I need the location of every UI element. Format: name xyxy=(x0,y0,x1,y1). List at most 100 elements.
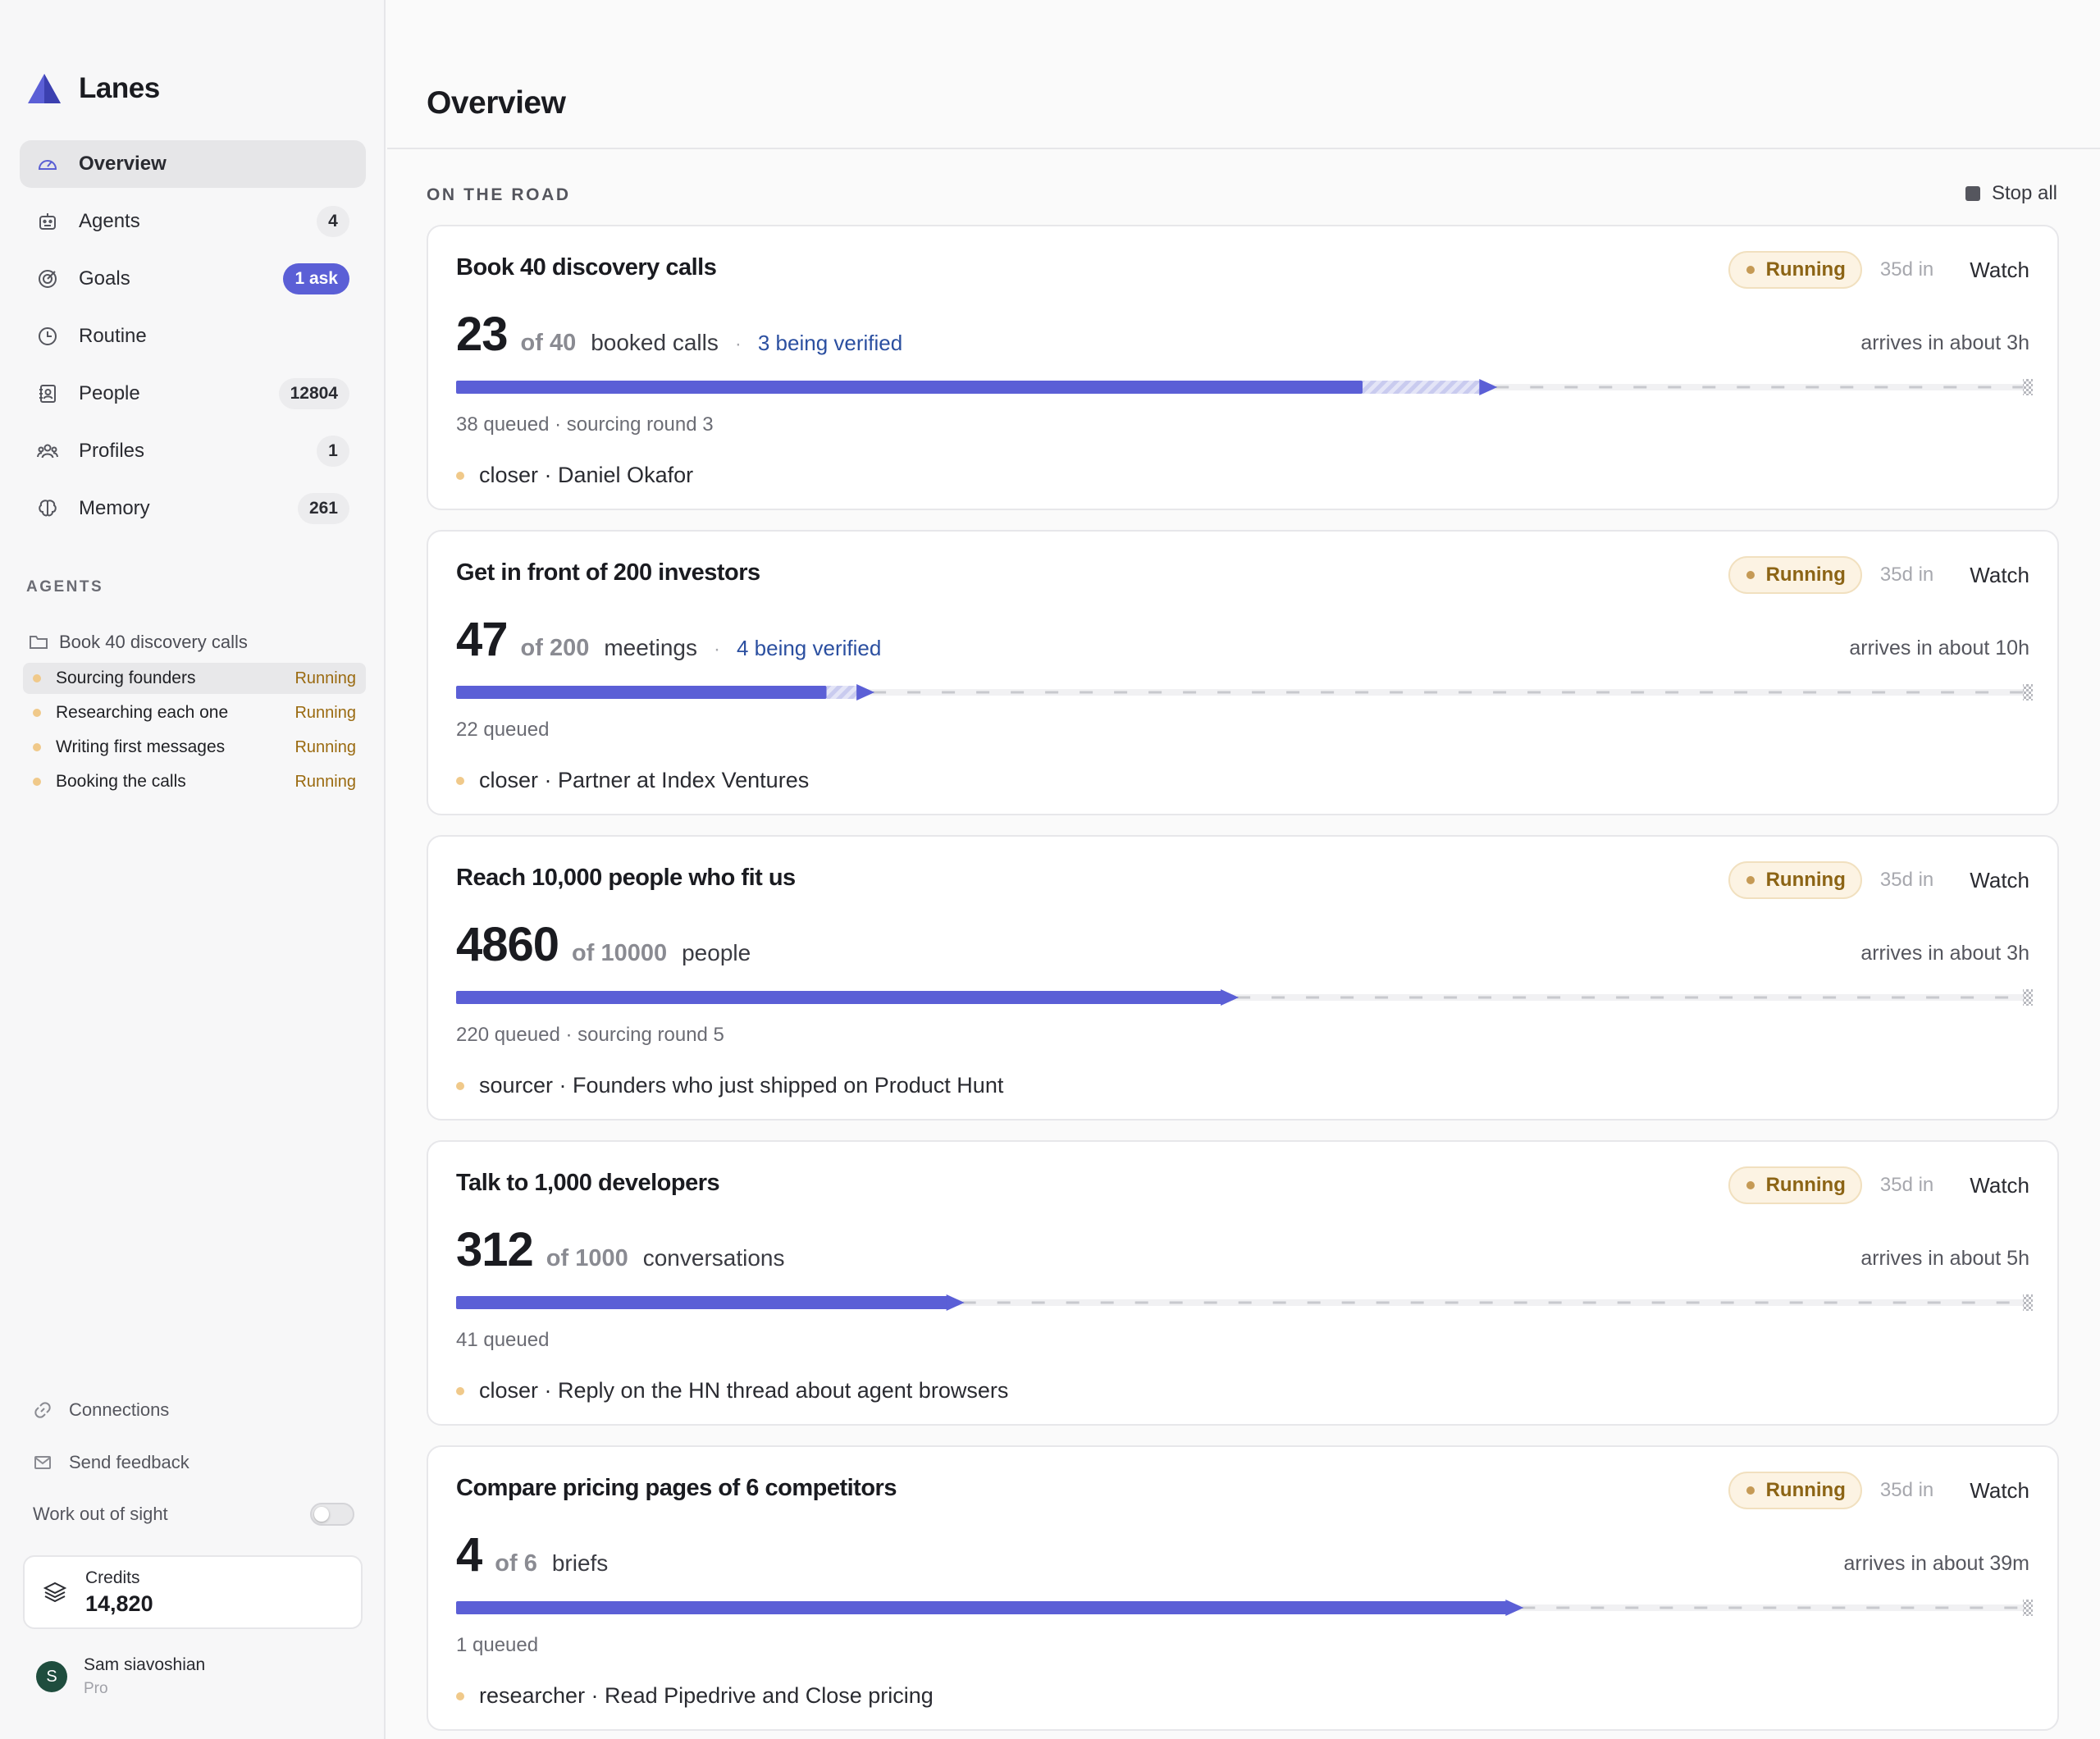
page-header: Overview xyxy=(387,0,2100,149)
send-feedback-link[interactable]: Send feedback xyxy=(33,1452,189,1473)
status-dot xyxy=(33,709,41,717)
stop-all-button[interactable]: Stop all xyxy=(1965,182,2057,205)
card-actions: Running 35d in Watch xyxy=(1728,1472,2029,1509)
clock-icon xyxy=(36,325,59,348)
progress-fill xyxy=(456,1601,1508,1614)
status-dot xyxy=(1746,266,1755,274)
goal-card[interactable]: Get in front of 200 investors Running 35… xyxy=(427,530,2059,815)
card-actions: Running 35d in Watch xyxy=(1728,861,2029,899)
progress-metric: 4 of 6 briefs xyxy=(456,1527,608,1582)
credits-card[interactable]: Credits 14,820 xyxy=(23,1555,363,1629)
nav-item-overview[interactable]: Overview xyxy=(20,140,366,188)
status-badge: Running xyxy=(1728,556,1862,594)
goal-title: Book 40 discovery calls xyxy=(456,254,717,281)
lane-folder[interactable]: Book 40 discovery calls xyxy=(30,632,248,653)
current-worker: researcher · Read Pipedrive and Close pr… xyxy=(456,1683,934,1709)
nav-item-routine[interactable]: Routine xyxy=(20,313,366,360)
count-badge: 12804 xyxy=(278,378,349,409)
stop-icon xyxy=(1965,186,1980,201)
lane-status: Running xyxy=(294,669,356,687)
lane-item[interactable]: Booking the calls Running xyxy=(23,766,366,797)
lane-item[interactable]: Sourcing founders Running xyxy=(23,663,366,694)
avatar: S xyxy=(36,1661,67,1692)
nav-label: Routine xyxy=(79,325,147,347)
progress-count: 312 xyxy=(456,1223,534,1276)
nav-item-people[interactable]: People 12804 xyxy=(20,370,366,418)
nav-item-goals[interactable]: Goals 1 ask xyxy=(20,255,366,303)
watch-button[interactable]: Watch xyxy=(1970,562,2029,587)
count-badge: 261 xyxy=(297,493,349,524)
progress-track xyxy=(456,1294,2033,1311)
progress-head xyxy=(856,684,875,701)
worker-dot xyxy=(456,1691,464,1700)
goal-card[interactable]: Talk to 1,000 developers Running 35d in … xyxy=(427,1140,2059,1426)
track-remaining xyxy=(858,689,2025,696)
brand[interactable]: Lanes xyxy=(28,72,160,105)
verifying-link[interactable]: 4 being verified xyxy=(736,636,882,660)
target-icon xyxy=(36,267,59,290)
verifying-fill xyxy=(826,686,859,699)
current-worker: sourcer · Founders who just shipped on P… xyxy=(456,1073,1003,1098)
worker-label: researcher · Read Pipedrive and Close pr… xyxy=(479,1683,934,1708)
progress-metric: 312 of 1000 conversations xyxy=(456,1222,785,1277)
connections-link[interactable]: Connections xyxy=(33,1399,169,1421)
lane-item[interactable]: Writing first messages Running xyxy=(23,732,366,763)
nav-item-agents[interactable]: Agents 4 xyxy=(20,198,366,245)
watch-button[interactable]: Watch xyxy=(1970,1172,2029,1198)
section-label: ON THE ROAD xyxy=(427,185,571,204)
progress-count: 47 xyxy=(456,613,509,666)
progress-unit: people xyxy=(682,940,751,965)
watch-button[interactable]: Watch xyxy=(1970,1477,2029,1503)
progress-bar xyxy=(456,379,2033,395)
progress-total: of 1000 xyxy=(546,1245,628,1271)
user-profile[interactable]: S Sam siavoshian Pro xyxy=(36,1655,205,1698)
lane-folder-label: Book 40 discovery calls xyxy=(59,632,248,652)
mail-icon xyxy=(34,1456,51,1469)
card-actions: Running 35d in Watch xyxy=(1728,251,2029,289)
nav-item-memory[interactable]: Memory 261 xyxy=(20,485,366,532)
stop-all-label: Stop all xyxy=(1991,182,2057,204)
watch-button[interactable]: Watch xyxy=(1970,867,2029,892)
credits-label: Credits xyxy=(85,1568,140,1587)
status-dot xyxy=(33,743,41,751)
on-the-road-header: ON THE ROAD Stop all xyxy=(427,182,2057,208)
goal-card[interactable]: Reach 10,000 people who fit us Running 3… xyxy=(427,835,2059,1121)
lane-name: Sourcing founders xyxy=(56,669,196,687)
finish-flag xyxy=(2023,989,2033,1006)
work-out-of-sight-toggle[interactable] xyxy=(310,1503,354,1526)
status-label: Running xyxy=(1765,564,1846,586)
watch-button[interactable]: Watch xyxy=(1970,257,2029,282)
worker-dot xyxy=(456,471,464,480)
progress-metric: 4860 of 10000 people xyxy=(456,917,751,972)
worker-label: closer · Daniel Okafor xyxy=(479,463,694,487)
progress-total: of 200 xyxy=(520,635,590,661)
folder-icon xyxy=(30,636,48,649)
status-badge: Running xyxy=(1728,861,1862,899)
status-label: Running xyxy=(1765,1174,1846,1196)
main-nav: Overview Agents 4 Goals 1 ask Routine xyxy=(20,140,366,542)
worker-dot xyxy=(456,1081,464,1090)
users-icon xyxy=(36,440,59,463)
credits-value: 14,820 xyxy=(85,1591,153,1616)
goal-title: Compare pricing pages of 6 competitors xyxy=(456,1475,897,1501)
app-name: Lanes xyxy=(79,72,160,104)
worker-label: closer · Partner at Index Ventures xyxy=(479,768,810,792)
nav-item-profiles[interactable]: Profiles 1 xyxy=(20,427,366,475)
status-dot xyxy=(33,674,41,682)
current-worker: closer · Daniel Okafor xyxy=(456,463,693,488)
goal-card[interactable]: Compare pricing pages of 6 competitors R… xyxy=(427,1445,2059,1731)
elapsed-time: 35d in xyxy=(1879,1174,1934,1196)
goal-card[interactable]: Book 40 discovery calls Running 35d in W… xyxy=(427,225,2059,510)
separator-dot: · xyxy=(734,333,742,355)
card-actions: Running 35d in Watch xyxy=(1728,556,2029,594)
status-dot xyxy=(1746,1486,1755,1495)
lane-item[interactable]: Researching each one Running xyxy=(23,697,366,728)
worker-dot xyxy=(456,1386,464,1395)
progress-unit: meetings xyxy=(604,635,697,660)
finish-flag xyxy=(2023,379,2033,395)
verifying-link[interactable]: 3 being verified xyxy=(757,331,903,355)
progress-bar xyxy=(456,989,2033,1006)
elapsed-time: 35d in xyxy=(1879,1479,1934,1501)
count-badge: 1 xyxy=(317,436,349,467)
progress-track xyxy=(456,379,2033,395)
